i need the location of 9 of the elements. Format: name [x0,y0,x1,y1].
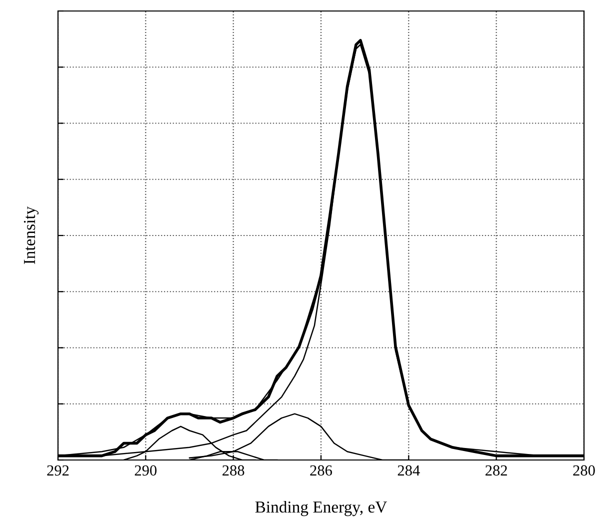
x-tick-label: 292 [47,465,69,476]
x-tick-label: 288 [222,465,244,476]
x-tick-label: 290 [134,465,157,476]
x-tick-label: 286 [310,465,332,476]
x-tick-label: 282 [486,465,507,476]
x-axis-title: Binding Energy, eV [255,500,388,516]
x-tick-label: 280 [573,465,595,476]
y-axis-title: Intensity [24,206,39,264]
x-tick-label: 284 [398,465,420,476]
